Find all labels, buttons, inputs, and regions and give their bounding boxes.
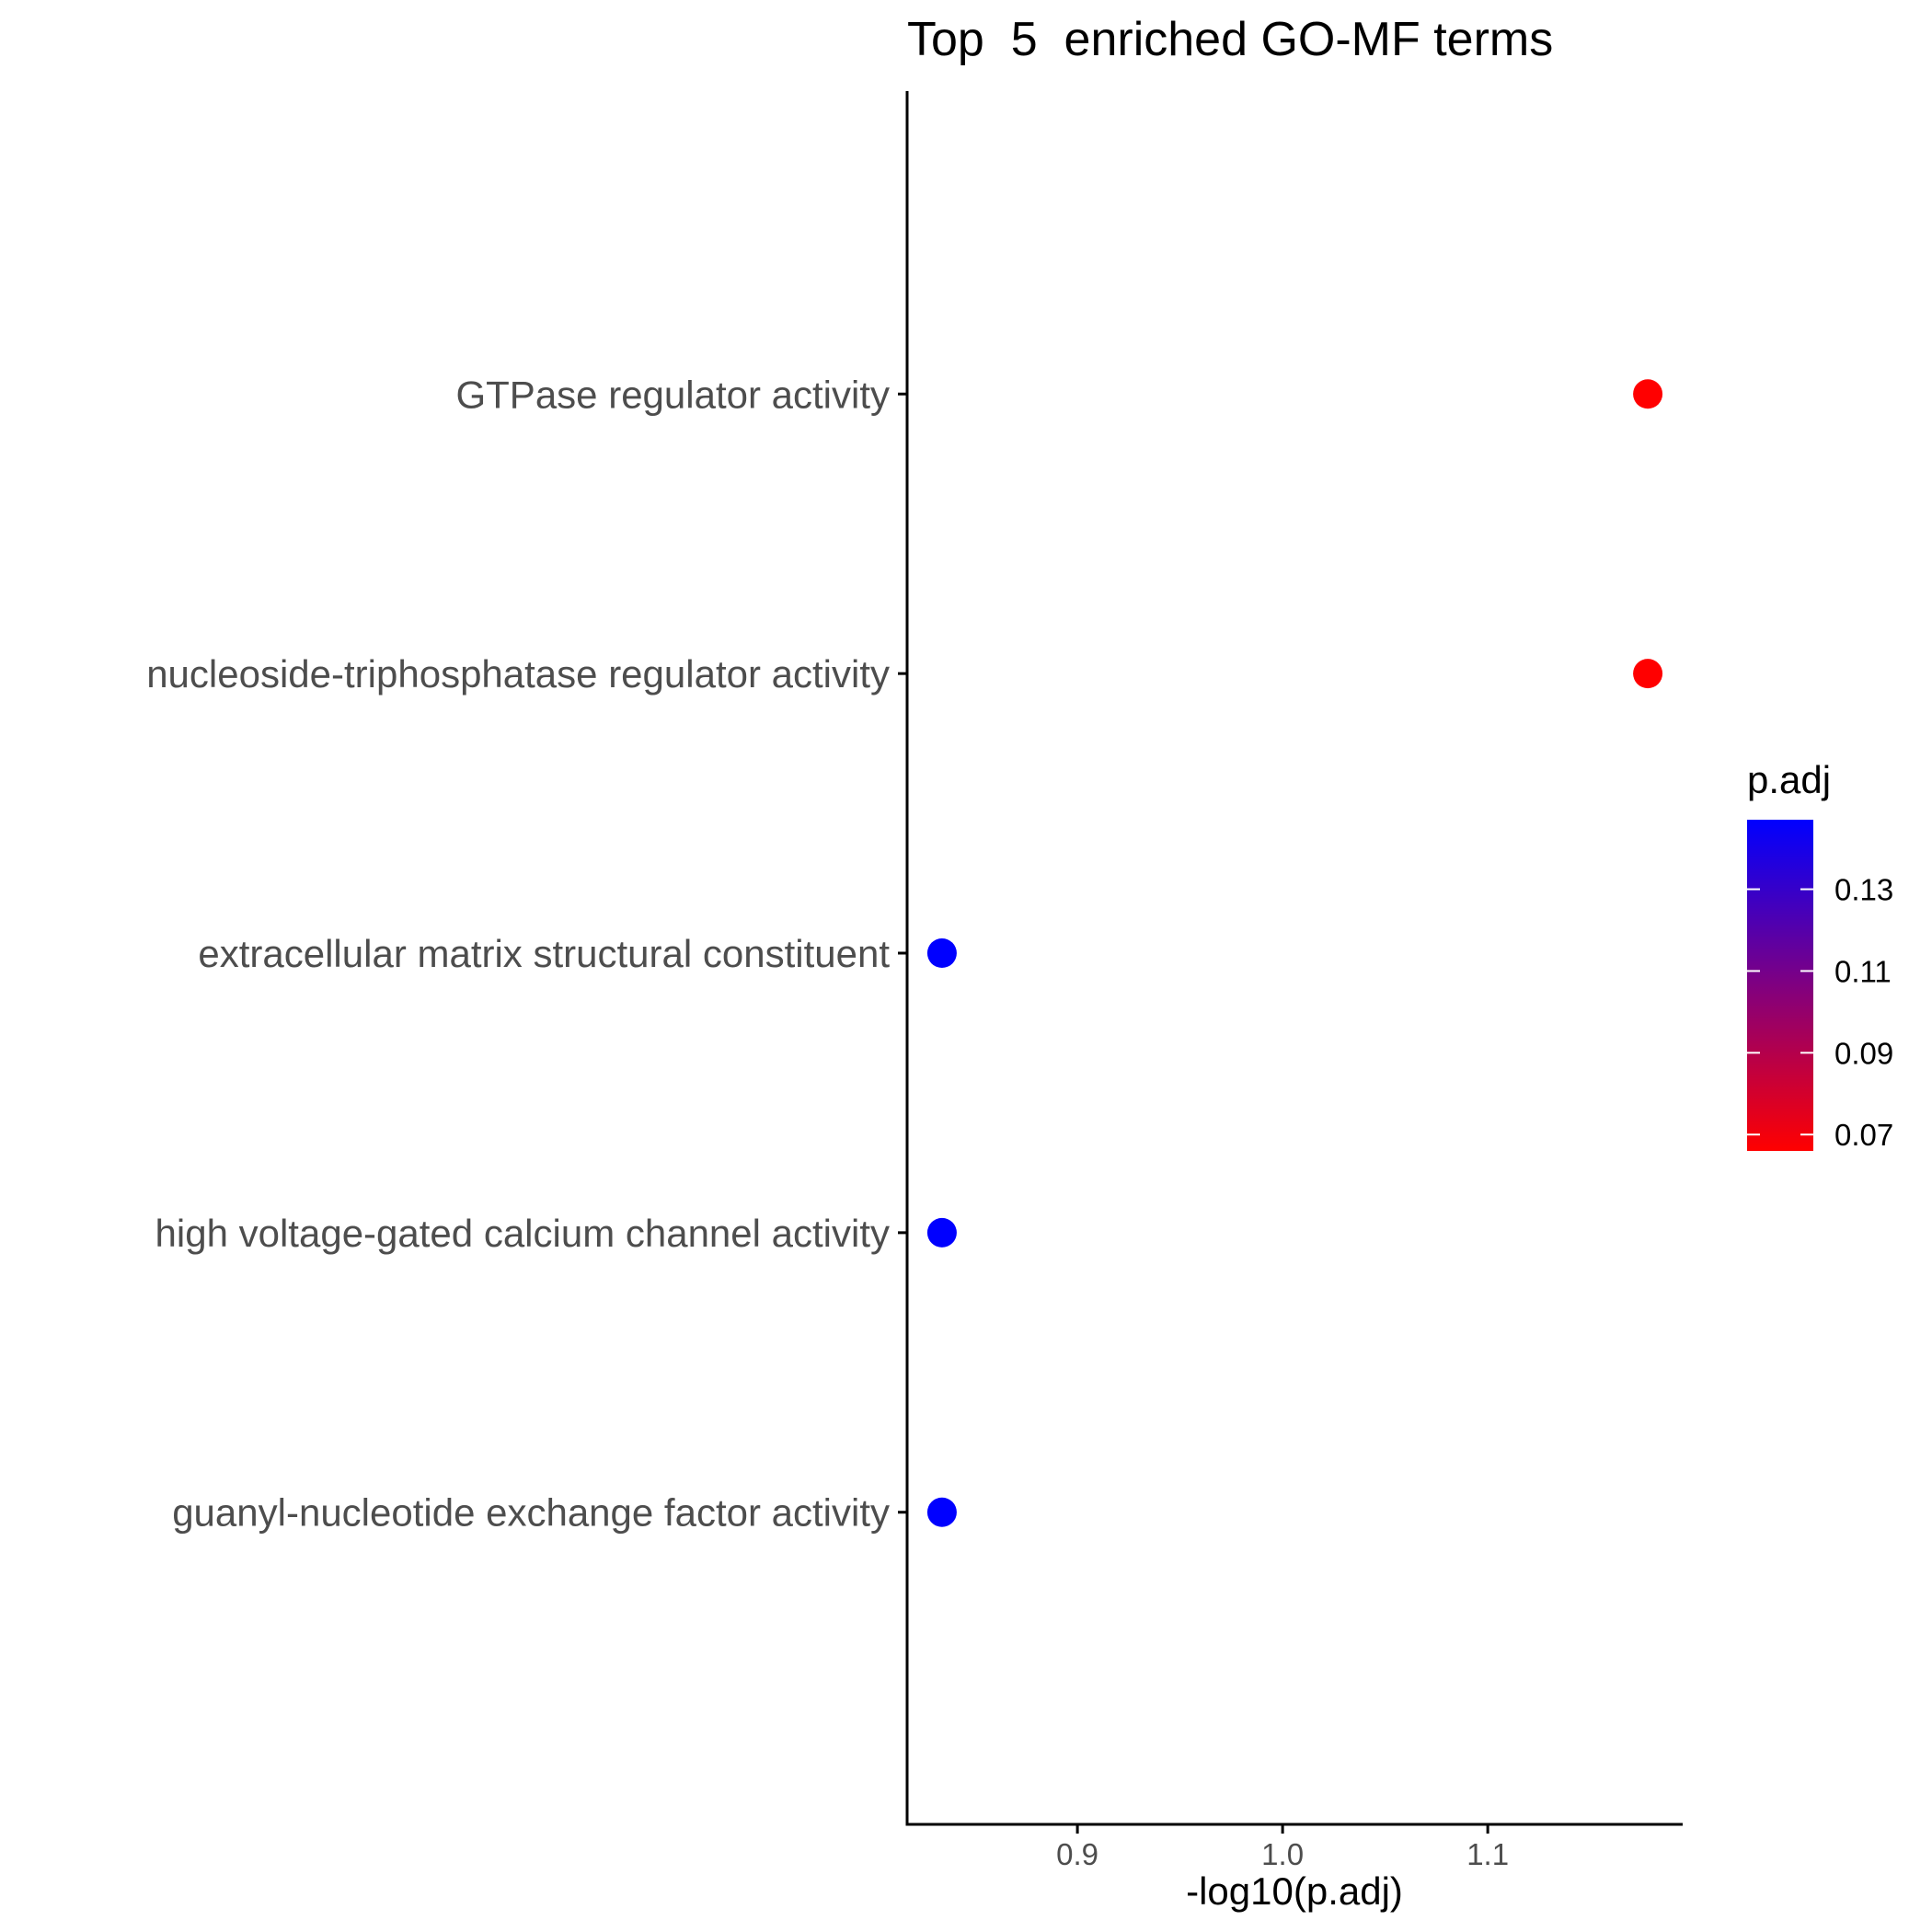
x-axis-labels: 0.9 1.0 1.1 [1056, 1837, 1509, 1871]
legend-tick-label: 0.09 [1834, 1036, 1893, 1070]
point-gtpase-regulator-activity [1633, 379, 1663, 409]
legend-tick-label: 0.11 [1834, 954, 1892, 988]
legend-tick-label: 0.07 [1834, 1118, 1893, 1152]
point-extracellular-matrix-structural-constituent [926, 938, 957, 968]
color-legend: p.adj 0.07 0.09 0.11 0.13 [1747, 758, 1893, 1152]
point-nucleoside-triphosphatase-regulator-activity [1633, 659, 1663, 689]
data-points [926, 379, 1663, 1527]
x-axis-ticks [1075, 1824, 1489, 1834]
x-tick-label: 1.0 [1261, 1837, 1304, 1871]
y-axis-ticks [898, 392, 907, 1514]
y-tick-label-gtpase-regulator-activity: GTPase regulator activity [455, 373, 890, 416]
x-tick-label: 0.9 [1056, 1837, 1098, 1871]
legend-colorbar [1747, 820, 1813, 1151]
x-tick-label: 1.1 [1466, 1837, 1509, 1871]
legend-title: p.adj [1747, 758, 1831, 801]
legend-ticks: 0.07 0.09 0.11 0.13 [1747, 873, 1893, 1152]
point-guanyl-nucleotide-exchange-factor-activity [926, 1497, 957, 1527]
y-axis-labels: GTPase regulator activity nucleoside-trip… [146, 373, 890, 1534]
y-tick-label-high-voltage-gated-calcium-channel-activity: high voltage-gated calcium channel activ… [155, 1212, 890, 1255]
x-axis-title: -log10(p.adj) [1186, 1869, 1403, 1913]
point-high-voltage-gated-calcium-channel-activity [926, 1217, 957, 1248]
y-tick-label-nucleoside-triphosphatase-regulator-activity: nucleoside-triphosphatase regulator acti… [146, 652, 890, 696]
legend-tick-label: 0.13 [1834, 873, 1893, 907]
chart-title: Top 5 enriched GO-MF terms [907, 13, 1553, 66]
plot-panel: GTPase regulator activity nucleoside-trip… [146, 91, 1683, 1871]
y-tick-label-guanyl-nucleotide-exchange-factor-activity: guanyl-nucleotide exchange factor activi… [172, 1491, 890, 1535]
y-tick-label-extracellular-matrix-structural-constituent: extracellular matrix structural constitu… [198, 932, 890, 975]
